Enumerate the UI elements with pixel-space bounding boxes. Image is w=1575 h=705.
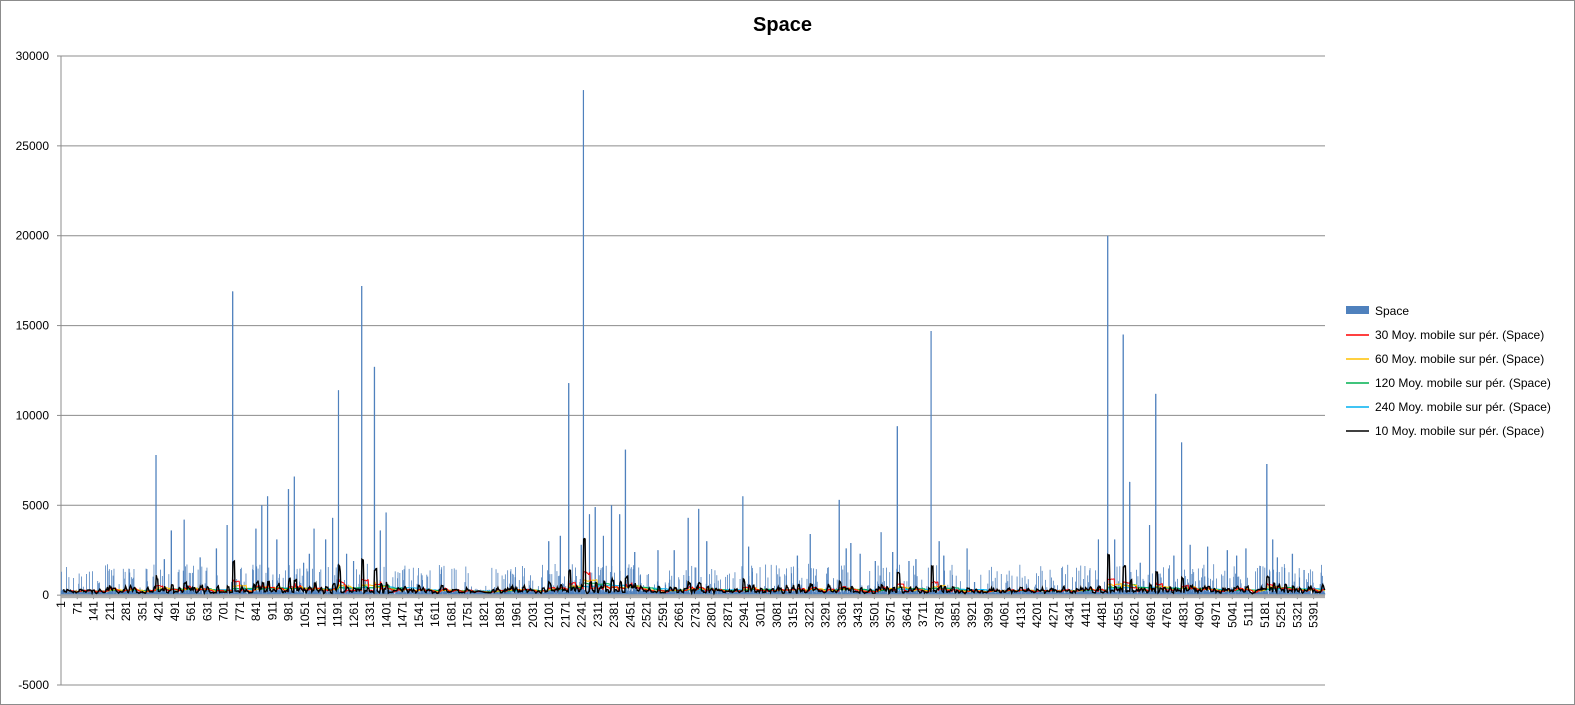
x-tick-label: 3431 <box>851 601 865 628</box>
x-tick-label: 2941 <box>737 601 751 628</box>
baseline-band <box>61 594 1325 599</box>
x-tick-label: 4691 <box>1144 601 1158 628</box>
x-tick-label: 4761 <box>1160 601 1174 628</box>
x-tick-label: 71 <box>70 601 84 615</box>
x-tick-label: 3851 <box>949 601 963 628</box>
x-tick-label: 3711 <box>916 601 930 627</box>
y-tick-label: 15000 <box>16 319 50 333</box>
x-tick-label: 1471 <box>396 601 410 628</box>
x-tick-label: 1191 <box>331 601 345 627</box>
y-tick-label: -5000 <box>18 678 49 692</box>
x-tick-label: 1961 <box>509 601 523 628</box>
x-tick-label: 3641 <box>900 601 914 628</box>
x-tick-label: 3921 <box>965 601 979 628</box>
x-tick-label: 2101 <box>542 601 556 628</box>
y-tick-label: 20000 <box>16 229 50 243</box>
x-tick-label: 2381 <box>607 601 621 628</box>
x-tick-label: 4271 <box>1046 601 1060 628</box>
x-tick-label: 1821 <box>477 601 491 628</box>
legend-label: Space <box>1375 304 1409 318</box>
x-tick-label: 3991 <box>981 601 995 628</box>
x-tick-label: 4201 <box>1030 601 1044 628</box>
x-tick-label: 3221 <box>802 601 816 628</box>
x-tick-label: 3081 <box>770 601 784 628</box>
x-tick-label: 1401 <box>379 601 393 628</box>
x-tick-label: 1331 <box>363 601 377 628</box>
legend-label: 30 Moy. mobile sur pér. (Space) <box>1375 328 1544 342</box>
x-tick-label: 981 <box>282 601 296 621</box>
x-tick-label: 771 <box>233 601 247 621</box>
x-tick-label: 4971 <box>1209 601 1223 628</box>
x-tick-label: 4411 <box>1079 601 1093 627</box>
x-tick-label: 2801 <box>705 601 719 628</box>
x-tick-label: 1891 <box>493 601 507 628</box>
x-tick-label: 4831 <box>1176 601 1190 628</box>
x-tick-label: 2171 <box>558 601 572 628</box>
x-tick-label: 281 <box>119 601 133 621</box>
x-tick-label: 3011 <box>754 601 768 627</box>
x-tick-label: 2591 <box>656 601 670 628</box>
x-tick-label: 1681 <box>444 601 458 628</box>
x-tick-label: 4621 <box>1128 601 1142 628</box>
x-tick-label: 2241 <box>575 601 589 628</box>
x-tick-label: 5251 <box>1274 601 1288 628</box>
x-tick-label: 4341 <box>1063 601 1077 628</box>
x-tick-label: 1751 <box>461 601 475 628</box>
x-tick-label: 701 <box>217 601 231 621</box>
x-tick-label: 351 <box>135 601 149 621</box>
y-tick-label: 0 <box>42 588 49 602</box>
x-tick-label: 3571 <box>884 601 898 628</box>
x-tick-label: 1121 <box>314 601 328 627</box>
x-tick-label: 491 <box>168 601 182 621</box>
x-tick-label: 5111 <box>1242 601 1256 626</box>
x-tick-label: 5391 <box>1307 601 1321 628</box>
x-tick-label: 4061 <box>998 601 1012 628</box>
x-tick-label: 2311 <box>591 601 605 627</box>
legend-label: 240 Moy. mobile sur pér. (Space) <box>1375 400 1551 414</box>
x-tick-label: 3291 <box>819 601 833 628</box>
x-tick-label: 211 <box>103 601 117 620</box>
x-tick-label: 3361 <box>835 601 849 628</box>
x-tick-label: 4131 <box>1014 601 1028 628</box>
x-tick-label: 2871 <box>721 601 735 628</box>
legend-label: 60 Moy. mobile sur pér. (Space) <box>1375 352 1544 366</box>
x-tick-label: 3151 <box>786 601 800 628</box>
x-tick-label: 561 <box>184 601 198 621</box>
x-tick-label: 5181 <box>1258 601 1272 628</box>
x-tick-label: 2731 <box>688 601 702 628</box>
x-tick-label: 841 <box>249 601 263 621</box>
x-tick-label: 141 <box>87 601 101 621</box>
y-tick-label: 30000 <box>16 49 50 63</box>
y-tick-label: 25000 <box>16 139 50 153</box>
x-tick-label: 4901 <box>1193 601 1207 628</box>
legend-label: 120 Moy. mobile sur pér. (Space) <box>1375 376 1551 390</box>
legend-label: 10 Moy. mobile sur pér. (Space) <box>1375 424 1544 438</box>
x-tick-label: 3781 <box>932 601 946 628</box>
x-tick-label: 421 <box>152 601 166 621</box>
x-tick-label: 2661 <box>672 601 686 628</box>
legend-swatch <box>1346 306 1369 314</box>
x-tick-label: 1261 <box>347 601 361 628</box>
x-tick-label: 4551 <box>1111 601 1125 628</box>
x-tick-label: 5041 <box>1225 601 1239 628</box>
series-line <box>62 537 1326 596</box>
x-tick-label: 5321 <box>1290 601 1304 628</box>
x-tick-label: 1051 <box>298 601 312 628</box>
chart-title: Space <box>753 14 812 36</box>
x-tick-label: 1541 <box>412 601 426 628</box>
x-tick-label: 2521 <box>640 601 654 628</box>
x-tick-label: 631 <box>200 601 214 621</box>
x-tick-label: 4481 <box>1095 601 1109 628</box>
x-tick-label: 1611 <box>428 601 442 627</box>
x-tick-label: 911 <box>265 601 279 620</box>
x-tick-label: 3501 <box>867 601 881 628</box>
x-tick-label: 1 <box>54 601 68 608</box>
y-tick-label: 10000 <box>16 408 50 422</box>
x-tick-label: 2451 <box>623 601 637 628</box>
y-tick-label: 5000 <box>22 498 49 512</box>
x-tick-label: 2031 <box>526 601 540 628</box>
